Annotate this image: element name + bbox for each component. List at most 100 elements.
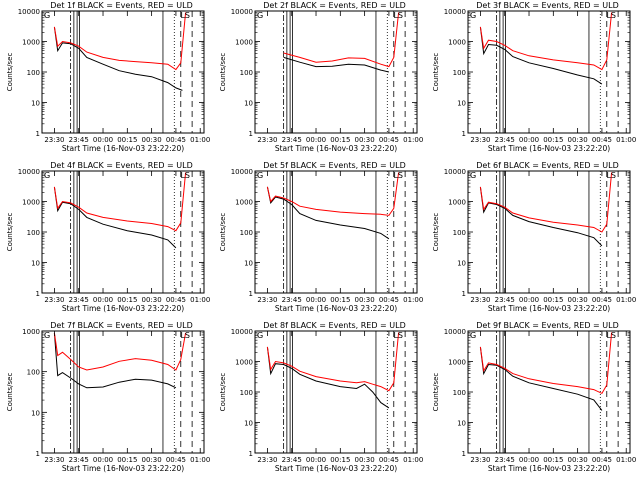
- y-tick-label: 10: [244, 260, 253, 268]
- y-tick-label: 1000: [448, 359, 466, 367]
- x-tick-label: 00:15: [117, 456, 137, 464]
- x-tick-label: 01:00: [403, 296, 423, 304]
- events-series-line: [53, 186, 177, 249]
- corner-marker-right: LS: [393, 171, 403, 180]
- detector-panel-9: Det 9f BLACK = Events, RED = ULD 1 10 100 10…: [432, 321, 636, 473]
- y-tick-label: 10000: [231, 8, 253, 16]
- x-tick-label: 23:30: [44, 296, 64, 304]
- uld-series-line: [53, 12, 187, 71]
- events-series-line: [479, 26, 603, 85]
- y-tick-label: 100: [453, 229, 466, 237]
- y-tick-label: 1: [462, 290, 466, 298]
- plot-frame: [254, 330, 418, 454]
- x-tick-label: 01:00: [190, 456, 210, 464]
- x-tick-label: 00:00: [93, 136, 113, 144]
- x-tick-label: 00:15: [117, 136, 137, 144]
- x-tick-label: 00:30: [142, 296, 162, 304]
- corner-marker-left: G: [257, 171, 263, 180]
- panel-title: Det 7f BLACK = Events, RED = ULD: [50, 321, 193, 330]
- x-tick-label: 00:00: [519, 456, 539, 464]
- y-tick-label: 10: [31, 260, 40, 268]
- y-tick-label: 1000: [448, 39, 466, 47]
- plot-frame: [254, 10, 418, 134]
- corner-marker-right: LS: [606, 11, 616, 20]
- x-tick-label: 00:30: [568, 296, 588, 304]
- corner-marker-left: G: [257, 11, 263, 20]
- y-tick-label: 100: [453, 389, 466, 397]
- corner-marker-left: G: [44, 331, 50, 340]
- panel-title: Det 8f BLACK = Events, RED = ULD: [263, 321, 406, 330]
- events-series-line: [53, 332, 177, 389]
- x-tick-label: 23:45: [69, 136, 89, 144]
- panel-title: Det 6f BLACK = Events, RED = ULD: [476, 161, 619, 170]
- x-tick-label: 00:00: [519, 136, 539, 144]
- x-axis-title: Start Time (16-Nov-03 23:22:20): [275, 144, 397, 153]
- events-series-line: [479, 186, 603, 247]
- events-series-line: [266, 346, 390, 409]
- x-tick-label: 00:45: [379, 296, 399, 304]
- x-tick-label: 01:00: [190, 296, 210, 304]
- y-tick-label: 1000: [235, 199, 253, 207]
- x-tick-label: 23:45: [69, 456, 89, 464]
- y-tick-label: 1: [36, 130, 40, 138]
- uld-series-line: [479, 172, 613, 233]
- x-tick-label: 01:00: [616, 136, 636, 144]
- x-tick-label: 23:45: [282, 456, 302, 464]
- x-tick-label: 00:15: [330, 296, 350, 304]
- y-tick-label: 10: [457, 100, 466, 108]
- x-axis-title: Start Time (16-Nov-03 23:22:20): [275, 304, 397, 313]
- x-tick-label: 23:45: [495, 456, 515, 464]
- x-axis-title: Start Time (16-Nov-03 23:22:20): [62, 464, 184, 473]
- panel-title: Det 9f BLACK = Events, RED = ULD: [476, 321, 619, 330]
- panel-title: Det 1f BLACK = Events, RED = ULD: [50, 1, 193, 10]
- x-tick-label: 01:00: [403, 136, 423, 144]
- events-series-line: [266, 186, 390, 240]
- events-series-line: [53, 26, 183, 91]
- uld-series-line: [283, 12, 400, 68]
- y-tick-label: 10: [244, 100, 253, 108]
- corner-marker-right: LS: [180, 11, 190, 20]
- y-axis-title: Counts/sec: [432, 373, 440, 412]
- x-tick-label: 23:30: [470, 136, 490, 144]
- corner-marker-right: LS: [393, 11, 403, 20]
- y-axis-title: Counts/sec: [219, 373, 227, 412]
- panel-title: Det 2f BLACK = Events, RED = ULD: [263, 1, 406, 10]
- uld-series-line: [53, 172, 187, 232]
- corner-marker-right: LS: [606, 331, 616, 340]
- x-tick-label: 00:00: [306, 456, 326, 464]
- y-tick-label: 1: [462, 450, 466, 458]
- panel-title: Det 5f BLACK = Events, RED = ULD: [263, 161, 406, 170]
- y-tick-label: 1000: [22, 328, 40, 336]
- y-tick-label: 1: [462, 130, 466, 138]
- detector-panel-5: Det 5f BLACK = Events, RED = ULD 1 10 100 10…: [219, 161, 423, 313]
- plot-frame: [254, 170, 418, 294]
- y-axis-title: Counts/sec: [219, 213, 227, 252]
- x-tick-label: 00:45: [166, 296, 186, 304]
- corner-marker-left: G: [470, 171, 476, 180]
- x-tick-label: 00:15: [330, 456, 350, 464]
- detector-panel-3: Det 3f BLACK = Events, RED = ULD 1 10 100 10…: [432, 1, 636, 153]
- y-tick-label: 10: [457, 420, 466, 428]
- events-series-line: [479, 346, 603, 411]
- x-tick-label: 23:45: [69, 296, 89, 304]
- x-tick-label: 01:00: [190, 136, 210, 144]
- detector-panel-4: Det 4f BLACK = Events, RED = ULD 1 10 100 10…: [6, 161, 210, 313]
- events-series-line: [283, 56, 390, 73]
- x-tick-label: 00:45: [379, 136, 399, 144]
- y-tick-label: 100: [27, 369, 40, 377]
- y-tick-label: 1: [36, 290, 40, 298]
- corner-marker-left: G: [470, 331, 476, 340]
- corner-marker-left: G: [44, 11, 50, 20]
- panel-title: Det 3f BLACK = Events, RED = ULD: [476, 1, 619, 10]
- detector-panel-7: Det 7f BLACK = Events, RED = ULD 1 10 100 10…: [6, 321, 210, 473]
- x-tick-label: 00:00: [306, 296, 326, 304]
- x-tick-label: 23:30: [257, 456, 277, 464]
- x-axis-title: Start Time (16-Nov-03 23:22:20): [62, 144, 184, 153]
- x-tick-label: 23:30: [44, 456, 64, 464]
- x-axis-title: Start Time (16-Nov-03 23:22:20): [488, 144, 610, 153]
- y-tick-label: 10000: [231, 328, 253, 336]
- x-axis-title: Start Time (16-Nov-03 23:22:20): [488, 304, 610, 313]
- x-tick-label: 00:15: [543, 456, 563, 464]
